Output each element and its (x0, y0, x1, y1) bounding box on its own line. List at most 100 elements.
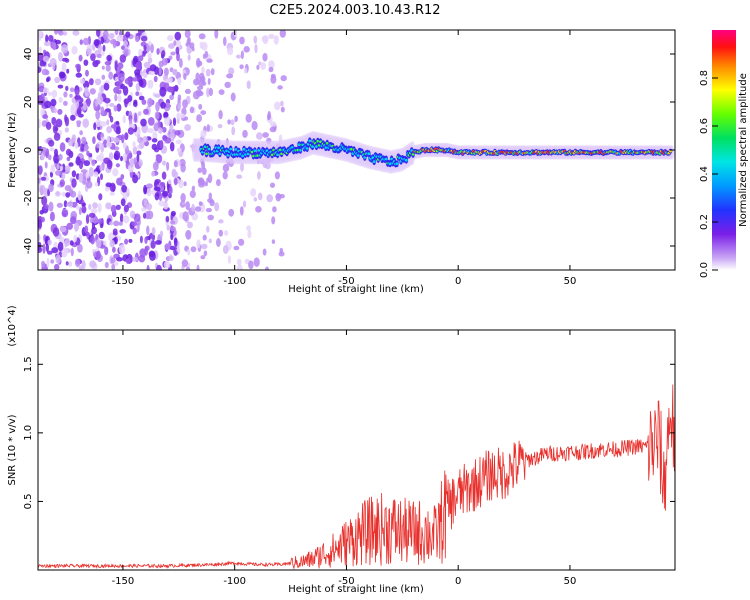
heatmap-cell (140, 35, 148, 42)
heatmap-cell (65, 261, 69, 266)
heatmap-cell (72, 30, 80, 36)
heatmap-cell (147, 117, 155, 126)
heatmap-cell (200, 129, 207, 139)
heatmap-ridge-core (207, 147, 211, 151)
heatmap-cell (86, 180, 93, 189)
heatmap-cell (234, 115, 238, 123)
heatmap-cell (202, 234, 207, 241)
heatmap-cell (51, 89, 58, 98)
heatmap-cell (64, 165, 71, 172)
heatmap-cell (168, 255, 174, 262)
snr-series-line (38, 384, 675, 570)
heatmap-cell (168, 43, 175, 49)
heatmap-ridge-core (205, 152, 208, 156)
heatmap-cell (271, 239, 276, 245)
heatmap-cell (133, 213, 141, 222)
heatmap-cell (104, 261, 109, 269)
heatmap-cell (164, 243, 171, 251)
heatmap-cell (175, 39, 181, 48)
heatmap-cell (268, 66, 274, 73)
heatmap-cell (50, 98, 57, 107)
heatmap-cell (139, 140, 145, 149)
heatmap-cell (66, 202, 74, 207)
heatmap-cell (96, 250, 101, 260)
heatmap-cell (61, 192, 67, 197)
heatmap-cell (143, 184, 148, 195)
heatmap-cell (42, 55, 50, 63)
heatmap-cell (49, 147, 55, 152)
heatmap-cell (136, 154, 140, 162)
heatmap-cell (82, 171, 87, 180)
heatmap-cell (94, 182, 99, 187)
heatmap-cell (71, 170, 77, 178)
heatmap-cell (163, 202, 169, 210)
heatmap-cell (38, 246, 43, 253)
heatmap-cell (206, 124, 210, 132)
heatmap-cell (96, 53, 102, 59)
figure-title: C2E5.2024.003.10.43.R12 (269, 3, 440, 18)
colorbar-tick-label: 0.2 (699, 214, 710, 230)
heatmap-cell (168, 179, 172, 185)
heatmap-cell (149, 251, 156, 261)
heatmap-cell (97, 218, 104, 225)
heatmap-cell (132, 257, 138, 262)
heatmap-cell (113, 150, 121, 161)
heatmap-ridge-core (324, 146, 328, 149)
heatmap-cell (160, 101, 167, 109)
heatmap-cell (105, 103, 109, 108)
heatmap-cell (122, 142, 127, 149)
heatmap-cell (81, 136, 87, 145)
heatmap-cell (100, 132, 104, 138)
heatmap-ridge-core (384, 157, 388, 161)
heatmap-cell (218, 219, 224, 224)
heatmap-cell (132, 227, 137, 235)
heatmap-cell (167, 87, 174, 93)
heatmap-cell (267, 113, 271, 121)
heatmap-cell (239, 64, 244, 70)
heatmap-cell (194, 206, 202, 212)
snr-x-axis: -150 -100 -50 0 50 (112, 330, 576, 587)
heatmap-cell (75, 258, 81, 268)
heatmap-cell (137, 133, 141, 143)
heatmap-cell (191, 185, 196, 191)
heatmap-cell (55, 170, 62, 176)
heatmap-cell (75, 63, 81, 69)
heatmap-ridge-core (234, 148, 238, 151)
heatmap-cell (115, 120, 120, 125)
heatmap-cell (230, 119, 235, 126)
heatmap-cell (108, 152, 114, 161)
heatmap-cell (38, 30, 43, 39)
heatmap-ridge-core (388, 162, 392, 166)
snr-y-tick-label: 1.5 (23, 356, 34, 372)
heatmap-cell (273, 35, 279, 45)
heatmap-cell (92, 136, 96, 145)
heatmap-cell (240, 50, 244, 60)
heatmap-cell (133, 157, 137, 165)
heatmap-cell (96, 143, 100, 149)
heatmap-x-tick-label: -100 (223, 276, 246, 287)
heatmap-cell (280, 75, 287, 82)
heatmap-cell (132, 146, 138, 155)
heatmap-cell (77, 106, 82, 116)
heatmap-cell (174, 130, 181, 136)
heatmap-panel: -150 -100 -50 0 50 -40 -20 0 20 40 Height of str… (7, 29, 676, 295)
heatmap-cell (68, 261, 73, 267)
heatmap-y-axis: -40 -20 0 20 40 (23, 48, 675, 254)
heatmap-cell (93, 171, 99, 178)
heatmap-cell (170, 220, 176, 225)
heatmap-cell (122, 115, 126, 124)
heatmap-cell (161, 50, 166, 58)
heatmap-cell (177, 94, 182, 102)
heatmap-cell (39, 210, 44, 215)
heatmap-cell (176, 147, 182, 153)
heatmap-cell (224, 230, 229, 236)
heatmap-cell (146, 203, 153, 211)
heatmap-cell (47, 154, 52, 161)
heatmap-ridge-core (229, 147, 233, 151)
heatmap-cell (69, 240, 74, 246)
heatmap-cell (113, 220, 120, 227)
heatmap-cell (124, 132, 129, 141)
heatmap-cell (245, 113, 252, 123)
heatmap-cell (169, 141, 175, 152)
heatmap-cell (156, 48, 160, 55)
